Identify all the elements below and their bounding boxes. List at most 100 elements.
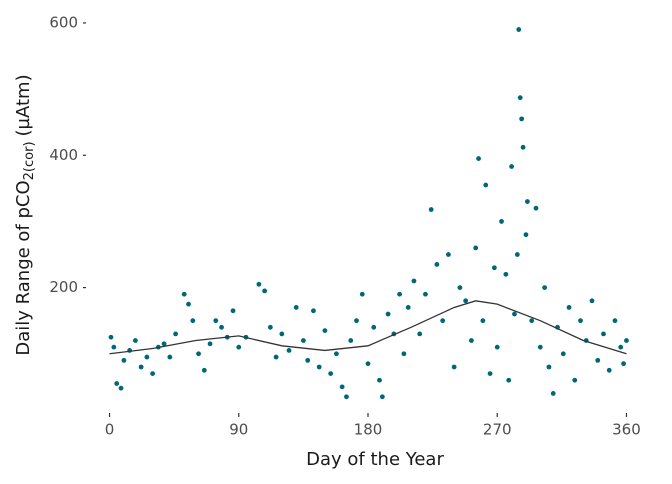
point xyxy=(201,367,207,373)
point xyxy=(516,27,522,32)
point xyxy=(144,354,150,360)
point xyxy=(397,291,402,297)
point xyxy=(300,338,306,343)
point xyxy=(499,219,504,224)
point xyxy=(132,338,138,343)
point xyxy=(566,305,572,310)
point xyxy=(339,384,345,390)
point xyxy=(344,394,349,400)
point xyxy=(108,334,114,340)
point xyxy=(286,348,292,353)
point xyxy=(401,351,407,357)
point xyxy=(546,364,552,370)
point xyxy=(446,252,451,257)
y-tick-label: 200 xyxy=(49,278,78,296)
point xyxy=(121,357,127,363)
point xyxy=(328,371,334,377)
point xyxy=(624,338,629,343)
point xyxy=(529,318,535,324)
point xyxy=(506,377,512,383)
point xyxy=(236,344,242,350)
point xyxy=(173,331,178,337)
y-tick-label: 400 xyxy=(49,146,78,164)
point xyxy=(267,324,273,330)
y-label-main: Daily Range of pCO xyxy=(13,180,34,355)
point xyxy=(213,318,219,324)
point xyxy=(476,156,481,161)
point xyxy=(621,361,626,367)
point xyxy=(612,318,618,324)
point xyxy=(377,377,382,383)
point xyxy=(451,364,457,370)
point xyxy=(207,341,213,347)
point xyxy=(491,265,497,271)
point xyxy=(520,144,526,150)
point xyxy=(572,377,578,383)
point xyxy=(322,328,328,334)
point xyxy=(519,116,525,122)
y-label-sub: 2(cor) xyxy=(22,141,37,180)
point xyxy=(371,324,377,330)
y-axis-label: Daily Range of pCO2(cor) (µAtm) xyxy=(13,74,37,355)
point xyxy=(279,331,285,337)
x-tick-label: 0 xyxy=(105,421,115,439)
point xyxy=(262,288,268,294)
point xyxy=(138,364,144,370)
point xyxy=(334,351,339,357)
point xyxy=(523,232,529,238)
x-tick-label: 360 xyxy=(612,421,641,439)
point xyxy=(468,338,474,343)
x-tick-label: 270 xyxy=(483,421,512,439)
point xyxy=(524,199,530,204)
point xyxy=(305,357,311,363)
point xyxy=(533,205,539,211)
point xyxy=(512,311,517,317)
point xyxy=(150,371,156,377)
point xyxy=(316,364,322,370)
trend-line xyxy=(109,300,627,355)
y-label-unit: (µAtm) xyxy=(13,74,34,136)
point xyxy=(359,291,365,297)
point xyxy=(167,354,173,360)
point xyxy=(111,344,117,350)
point xyxy=(230,308,236,314)
point xyxy=(161,341,167,347)
point xyxy=(273,354,279,360)
point xyxy=(293,305,299,310)
point xyxy=(483,182,489,188)
x-tick-label: 90 xyxy=(229,421,248,439)
point xyxy=(487,371,493,377)
point xyxy=(196,351,201,357)
x-tick-label: 180 xyxy=(354,421,383,439)
point xyxy=(348,338,354,343)
point xyxy=(417,331,423,337)
point xyxy=(118,385,124,391)
point xyxy=(560,351,566,357)
point xyxy=(411,278,417,284)
point xyxy=(618,344,624,350)
point xyxy=(385,311,391,317)
point xyxy=(589,298,595,304)
point xyxy=(434,262,440,267)
point xyxy=(494,344,500,350)
point xyxy=(595,357,601,363)
point xyxy=(379,394,385,400)
point xyxy=(256,281,262,287)
point xyxy=(473,245,479,251)
point xyxy=(606,367,612,373)
point xyxy=(542,285,548,290)
point xyxy=(463,298,469,304)
y-tick-label: 600 xyxy=(49,13,78,31)
point xyxy=(114,381,120,386)
point xyxy=(354,318,359,324)
point xyxy=(365,361,371,367)
point xyxy=(190,318,196,324)
x-axis-label: Day of the Year xyxy=(306,449,444,470)
point xyxy=(537,344,543,350)
point xyxy=(517,95,523,101)
point xyxy=(440,318,446,324)
point xyxy=(423,291,428,297)
point xyxy=(457,285,463,290)
point xyxy=(405,305,411,310)
